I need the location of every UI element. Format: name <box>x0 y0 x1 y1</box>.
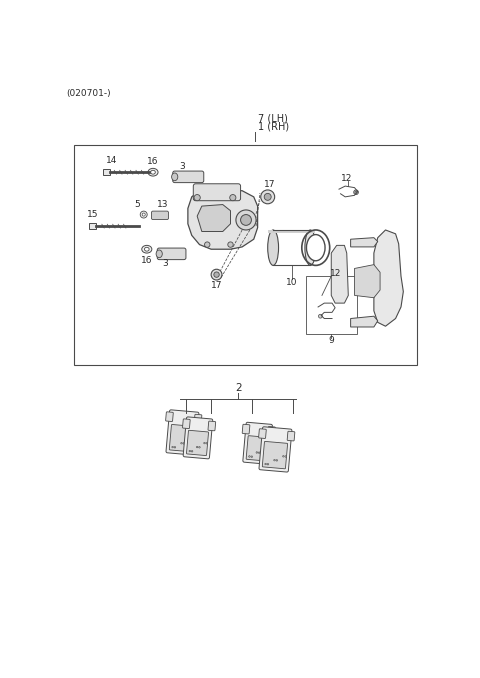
Ellipse shape <box>274 460 275 461</box>
Ellipse shape <box>196 446 198 448</box>
Ellipse shape <box>256 452 258 453</box>
Polygon shape <box>197 205 230 231</box>
Ellipse shape <box>199 447 200 448</box>
Ellipse shape <box>265 463 266 465</box>
Ellipse shape <box>190 439 191 440</box>
Text: 5: 5 <box>134 200 140 209</box>
FancyBboxPatch shape <box>268 426 276 436</box>
Ellipse shape <box>206 443 207 444</box>
Ellipse shape <box>183 443 185 444</box>
Ellipse shape <box>236 210 256 230</box>
Polygon shape <box>350 316 378 327</box>
Text: 13: 13 <box>156 200 168 209</box>
Text: 1 (RH): 1 (RH) <box>258 122 289 132</box>
Text: 12: 12 <box>341 174 352 183</box>
Ellipse shape <box>240 214 252 225</box>
Ellipse shape <box>151 170 156 174</box>
FancyBboxPatch shape <box>246 436 268 461</box>
FancyBboxPatch shape <box>259 426 292 472</box>
Text: 3: 3 <box>163 258 168 268</box>
Ellipse shape <box>211 269 222 280</box>
FancyBboxPatch shape <box>194 414 202 424</box>
Ellipse shape <box>142 213 145 216</box>
Ellipse shape <box>189 450 191 452</box>
Ellipse shape <box>172 173 178 181</box>
Ellipse shape <box>306 235 325 261</box>
Text: 14: 14 <box>106 156 118 165</box>
Polygon shape <box>188 191 258 250</box>
Text: 17: 17 <box>264 180 275 189</box>
Ellipse shape <box>261 190 275 204</box>
Ellipse shape <box>264 447 265 450</box>
FancyBboxPatch shape <box>166 410 199 455</box>
Text: 9: 9 <box>328 336 334 344</box>
FancyBboxPatch shape <box>262 441 288 468</box>
FancyBboxPatch shape <box>103 169 110 176</box>
FancyBboxPatch shape <box>287 431 295 441</box>
Ellipse shape <box>174 447 176 448</box>
Text: 10: 10 <box>286 278 298 287</box>
Polygon shape <box>374 230 403 326</box>
FancyBboxPatch shape <box>152 211 168 220</box>
FancyBboxPatch shape <box>173 171 204 182</box>
Ellipse shape <box>318 315 323 318</box>
Ellipse shape <box>249 456 250 457</box>
Ellipse shape <box>156 250 162 258</box>
Ellipse shape <box>228 242 233 247</box>
Ellipse shape <box>251 456 252 458</box>
Text: (020701-): (020701-) <box>66 89 111 98</box>
Ellipse shape <box>267 464 269 465</box>
FancyBboxPatch shape <box>166 412 173 422</box>
Ellipse shape <box>230 195 236 201</box>
Text: 16: 16 <box>147 157 159 166</box>
Polygon shape <box>355 264 380 298</box>
FancyBboxPatch shape <box>208 421 216 431</box>
Ellipse shape <box>305 230 316 265</box>
Ellipse shape <box>355 191 357 193</box>
Ellipse shape <box>214 272 219 277</box>
Text: 3: 3 <box>180 161 185 171</box>
FancyBboxPatch shape <box>187 431 208 456</box>
Ellipse shape <box>194 195 200 201</box>
Ellipse shape <box>276 460 277 461</box>
FancyBboxPatch shape <box>182 419 190 428</box>
Ellipse shape <box>142 245 152 253</box>
Text: 15: 15 <box>87 210 98 219</box>
Ellipse shape <box>148 168 158 176</box>
Text: 16: 16 <box>141 256 153 264</box>
FancyBboxPatch shape <box>169 424 194 452</box>
Ellipse shape <box>140 211 147 218</box>
Ellipse shape <box>204 242 210 247</box>
Ellipse shape <box>264 193 271 200</box>
Bar <box>306 276 357 334</box>
FancyBboxPatch shape <box>157 248 186 260</box>
Ellipse shape <box>204 442 205 444</box>
FancyBboxPatch shape <box>242 424 250 434</box>
FancyBboxPatch shape <box>259 428 266 439</box>
FancyBboxPatch shape <box>183 417 213 459</box>
Ellipse shape <box>283 456 284 457</box>
FancyBboxPatch shape <box>193 184 240 201</box>
Ellipse shape <box>192 450 193 452</box>
FancyBboxPatch shape <box>243 422 272 464</box>
Ellipse shape <box>172 446 173 448</box>
Ellipse shape <box>266 448 267 450</box>
Ellipse shape <box>181 443 182 444</box>
Ellipse shape <box>192 439 193 440</box>
Polygon shape <box>350 238 378 247</box>
Bar <box>74 145 417 365</box>
Text: 7 (LH): 7 (LH) <box>258 113 288 123</box>
Ellipse shape <box>144 247 149 251</box>
Text: 2: 2 <box>235 383 241 393</box>
Ellipse shape <box>354 190 359 195</box>
Ellipse shape <box>258 452 260 454</box>
Text: 12: 12 <box>330 269 342 279</box>
Polygon shape <box>331 245 348 303</box>
Ellipse shape <box>268 230 278 265</box>
Ellipse shape <box>285 456 287 457</box>
Text: 17: 17 <box>211 281 222 290</box>
FancyBboxPatch shape <box>89 223 96 229</box>
